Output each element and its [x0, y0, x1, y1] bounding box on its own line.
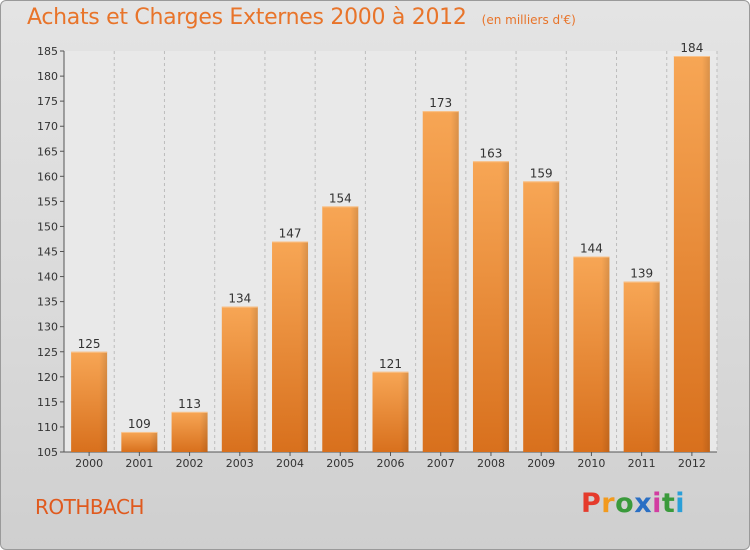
- bar-shade-2012: [701, 56, 710, 452]
- y-tick-label: 115: [37, 396, 58, 409]
- y-tick-label: 150: [37, 220, 58, 233]
- x-tick-label-2002: 2002: [176, 457, 204, 470]
- bar-shade-2011: [651, 281, 660, 452]
- value-label-2003: 134: [228, 292, 251, 306]
- x-tick-label-2012: 2012: [678, 457, 706, 470]
- y-tick-label: 180: [37, 70, 58, 83]
- y-tick-label: 175: [37, 95, 58, 108]
- bar-shade-2002: [199, 411, 208, 452]
- bar-shade-2010: [601, 256, 610, 452]
- y-tick-label: 130: [37, 321, 58, 334]
- chart-title-block: Achats et Charges Externes 2000 à 2012 (…: [27, 5, 576, 30]
- y-tick-label: 155: [37, 195, 58, 208]
- value-label-2002: 113: [178, 397, 201, 411]
- y-tick-label: 145: [37, 246, 58, 259]
- x-tick-label-2010: 2010: [577, 457, 605, 470]
- chart-unit-note: (en milliers d'€): [481, 13, 576, 27]
- x-tick-label-2005: 2005: [326, 457, 354, 470]
- x-tick-label-2007: 2007: [427, 457, 455, 470]
- value-label-2010: 144: [580, 242, 603, 256]
- y-tick-label: 110: [37, 421, 58, 434]
- bar-shade-2008: [500, 161, 509, 452]
- bar-shade-2004: [300, 241, 309, 452]
- x-tick-label-2006: 2006: [377, 457, 405, 470]
- x-tick-label-2009: 2009: [527, 457, 555, 470]
- y-tick-label: 135: [37, 296, 58, 309]
- y-tick-label: 125: [37, 346, 58, 359]
- bar-shade-2006: [400, 371, 409, 452]
- x-tick-label-2004: 2004: [276, 457, 304, 470]
- value-label-2008: 163: [480, 146, 503, 160]
- proxiti-logo: Proxiti: [581, 488, 686, 519]
- bar-shade-2009: [551, 181, 560, 452]
- y-tick-label: 140: [37, 271, 58, 284]
- y-tick-label: 160: [37, 170, 58, 183]
- x-tick-label-2000: 2000: [75, 457, 103, 470]
- value-label-2005: 154: [329, 191, 352, 205]
- value-label-2001: 109: [128, 417, 151, 431]
- x-tick-label-2011: 2011: [628, 457, 656, 470]
- y-tick-label: 165: [37, 145, 58, 158]
- chart-title: Achats et Charges Externes 2000 à 2012: [27, 5, 467, 30]
- y-tick-label: 120: [37, 371, 58, 384]
- x-tick-label-2003: 2003: [226, 457, 254, 470]
- value-label-2009: 159: [530, 166, 553, 180]
- bar-shade-2003: [249, 306, 258, 452]
- value-label-2011: 139: [630, 267, 653, 281]
- bar-shade-2000: [99, 351, 108, 452]
- bar-2001: [121, 431, 158, 452]
- bar-shade-2005: [350, 206, 359, 452]
- bar-shade-2007: [450, 111, 459, 453]
- value-label-2004: 147: [279, 226, 302, 240]
- y-tick-label: 170: [37, 120, 58, 133]
- value-label-2012: 184: [680, 41, 703, 55]
- value-label-2007: 173: [429, 96, 452, 110]
- place-name: ROTHBACH: [35, 495, 144, 519]
- x-tick-label-2001: 2001: [125, 457, 153, 470]
- value-label-2006: 121: [379, 357, 402, 371]
- x-tick-label-2008: 2008: [477, 457, 505, 470]
- bar-shade-2001: [149, 431, 158, 452]
- value-label-2000: 125: [78, 337, 101, 351]
- y-tick-label: 105: [37, 446, 58, 459]
- y-tick-label: 185: [37, 45, 58, 58]
